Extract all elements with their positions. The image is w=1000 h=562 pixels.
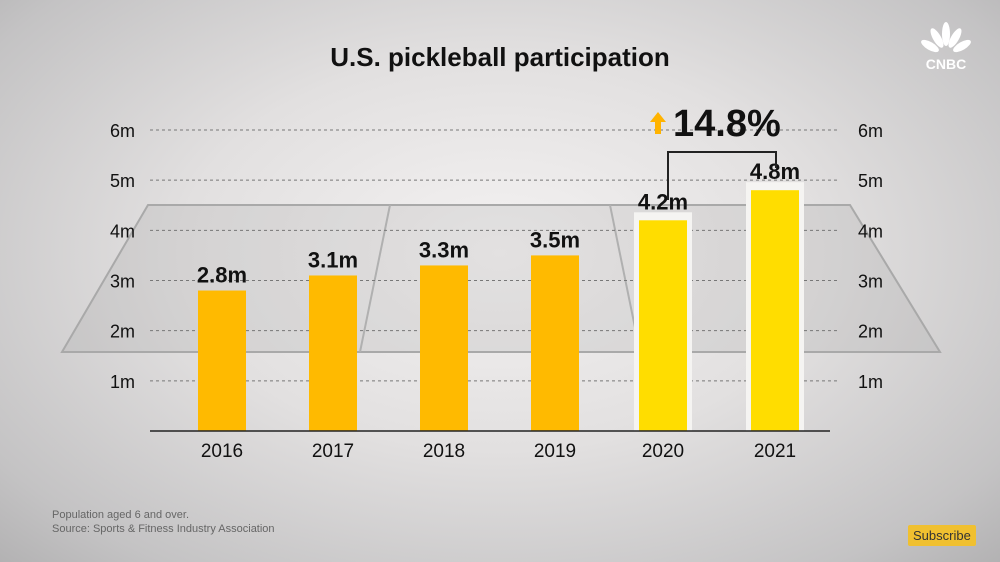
chart-title: U.S. pickleball participation <box>330 42 670 72</box>
x-tick-label-2021: 2021 <box>754 441 796 462</box>
note-source: Source: Sports & Fitness Industry Associ… <box>52 523 275 535</box>
bar-2019 <box>531 255 579 431</box>
data-label-2020: 4.2m <box>638 189 688 214</box>
y-tick-label-left: 2m <box>110 322 135 342</box>
data-label-2017: 3.1m <box>308 247 358 272</box>
peacock-icon <box>921 22 971 53</box>
bar-2021 <box>751 190 799 431</box>
change-annotation: 14.8% <box>650 103 781 200</box>
x-tick-label-2019: 2019 <box>534 441 576 462</box>
logo-text: CNBC <box>925 56 967 72</box>
cnbc-logo: CNBC <box>915 22 977 72</box>
bar-2018 <box>420 265 468 431</box>
bar-2017 <box>309 275 357 431</box>
bracket <box>667 151 777 200</box>
y-tick-label-left: 4m <box>110 221 135 241</box>
data-label-2018: 3.3m <box>419 237 469 262</box>
data-label-2019: 3.5m <box>530 227 580 252</box>
y-tick-label-left: 3m <box>110 272 135 292</box>
y-tick-label-right: 5m <box>858 171 883 191</box>
x-tick-label-2018: 2018 <box>423 441 465 462</box>
y-tick-label-left: 5m <box>110 171 135 191</box>
y-tick-label-left: 1m <box>110 372 135 392</box>
bar-2020 <box>639 220 687 431</box>
x-tick-label-2016: 2016 <box>201 441 243 462</box>
court-background <box>60 204 942 353</box>
up-arrow-icon <box>650 112 666 134</box>
data-label-2016: 2.8m <box>197 263 247 288</box>
x-tick-label-2020: 2020 <box>642 441 684 462</box>
note-population: Population aged 6 and over. <box>52 509 190 521</box>
y-tick-label-left: 6m <box>110 121 135 141</box>
y-tick-label-right: 2m <box>858 322 883 342</box>
x-tick-label-2017: 2017 <box>312 441 354 462</box>
footnotes: Population aged 6 and over. Source: Spor… <box>52 508 275 536</box>
y-tick-label-right: 3m <box>858 272 883 292</box>
bar-2016 <box>198 290 246 431</box>
y-tick-label-right: 1m <box>858 372 883 392</box>
subscribe-button[interactable]: Subscribe <box>908 525 976 546</box>
y-tick-label-right: 6m <box>858 121 883 141</box>
y-tick-label-right: 4m <box>858 221 883 241</box>
change-percent: 14.8% <box>673 103 781 145</box>
